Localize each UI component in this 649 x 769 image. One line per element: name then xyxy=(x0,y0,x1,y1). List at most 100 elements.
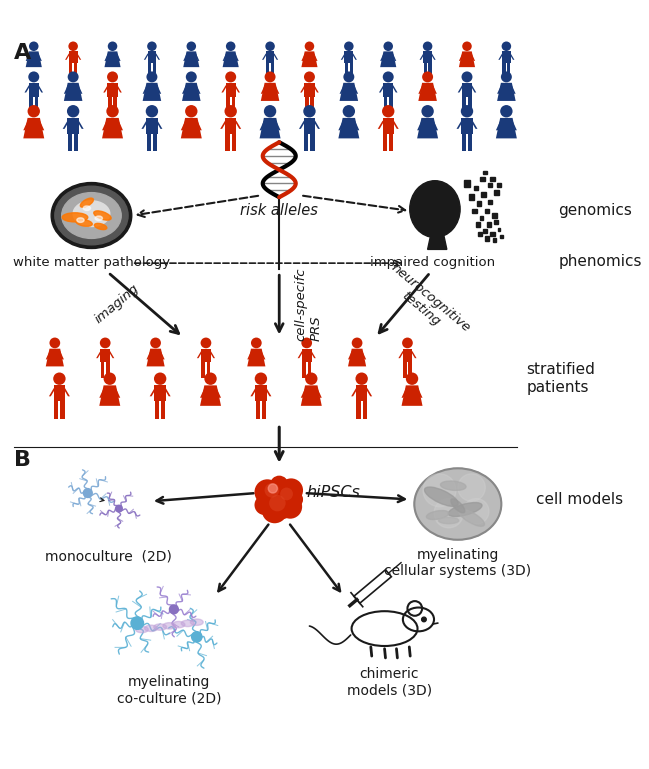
Polygon shape xyxy=(310,97,314,112)
Circle shape xyxy=(29,42,38,51)
Polygon shape xyxy=(305,97,309,112)
Circle shape xyxy=(270,476,288,494)
Polygon shape xyxy=(389,97,393,112)
Circle shape xyxy=(107,72,118,82)
Bar xyxy=(481,191,486,197)
Polygon shape xyxy=(69,52,77,64)
Polygon shape xyxy=(365,388,372,396)
Bar xyxy=(488,184,492,187)
Polygon shape xyxy=(302,362,306,378)
Polygon shape xyxy=(256,401,260,418)
Polygon shape xyxy=(310,351,316,358)
Polygon shape xyxy=(195,54,199,61)
Polygon shape xyxy=(339,85,345,94)
Polygon shape xyxy=(419,85,424,94)
Polygon shape xyxy=(65,54,70,60)
Polygon shape xyxy=(497,83,516,101)
Polygon shape xyxy=(195,85,201,94)
Polygon shape xyxy=(313,121,320,129)
Polygon shape xyxy=(419,54,424,60)
Circle shape xyxy=(384,42,393,51)
Polygon shape xyxy=(416,388,422,398)
Ellipse shape xyxy=(448,503,482,517)
Polygon shape xyxy=(108,83,117,97)
Polygon shape xyxy=(459,54,463,61)
Polygon shape xyxy=(77,85,82,94)
Text: imaging: imaging xyxy=(93,281,141,325)
Polygon shape xyxy=(49,388,56,396)
Polygon shape xyxy=(34,97,38,112)
Polygon shape xyxy=(265,52,275,64)
Ellipse shape xyxy=(62,192,121,238)
Polygon shape xyxy=(209,351,215,358)
Circle shape xyxy=(352,338,362,348)
Bar xyxy=(480,216,484,220)
Circle shape xyxy=(67,105,79,118)
Ellipse shape xyxy=(95,216,103,221)
Polygon shape xyxy=(353,121,360,130)
Text: impaired cognition: impaired cognition xyxy=(370,256,495,269)
Polygon shape xyxy=(234,121,241,129)
Bar xyxy=(476,222,480,227)
Circle shape xyxy=(269,495,286,511)
Polygon shape xyxy=(275,121,280,130)
Circle shape xyxy=(264,105,276,118)
Polygon shape xyxy=(498,54,504,60)
Polygon shape xyxy=(232,134,236,151)
Circle shape xyxy=(150,338,161,348)
Polygon shape xyxy=(64,83,82,101)
Polygon shape xyxy=(221,85,227,92)
Polygon shape xyxy=(383,134,387,151)
Polygon shape xyxy=(298,351,303,358)
Ellipse shape xyxy=(181,620,194,627)
Text: stratified
patients: stratified patients xyxy=(526,362,595,394)
Polygon shape xyxy=(102,118,123,138)
Bar xyxy=(464,180,470,187)
Polygon shape xyxy=(181,121,187,130)
Polygon shape xyxy=(261,85,266,94)
Circle shape xyxy=(304,42,314,51)
Polygon shape xyxy=(74,64,77,77)
Circle shape xyxy=(169,604,179,614)
Ellipse shape xyxy=(51,182,132,248)
Circle shape xyxy=(304,72,315,82)
Polygon shape xyxy=(26,54,31,61)
Polygon shape xyxy=(156,85,161,94)
Ellipse shape xyxy=(441,481,466,491)
Polygon shape xyxy=(432,121,438,130)
Text: risk alleles: risk alleles xyxy=(240,203,318,218)
Polygon shape xyxy=(348,351,353,359)
Circle shape xyxy=(461,72,472,82)
Polygon shape xyxy=(300,388,307,398)
Circle shape xyxy=(501,72,512,82)
Polygon shape xyxy=(147,52,156,64)
Polygon shape xyxy=(345,64,348,77)
Polygon shape xyxy=(108,351,114,358)
Ellipse shape xyxy=(83,206,91,211)
Ellipse shape xyxy=(145,625,158,631)
Polygon shape xyxy=(99,385,120,406)
Circle shape xyxy=(254,495,275,515)
Polygon shape xyxy=(223,54,227,61)
Circle shape xyxy=(406,372,418,385)
Polygon shape xyxy=(153,134,157,151)
Ellipse shape xyxy=(77,218,84,222)
Polygon shape xyxy=(351,388,358,396)
Circle shape xyxy=(186,72,197,82)
Polygon shape xyxy=(38,121,44,130)
Polygon shape xyxy=(341,54,346,60)
Polygon shape xyxy=(345,52,353,64)
Polygon shape xyxy=(60,401,65,418)
Polygon shape xyxy=(391,54,397,61)
Polygon shape xyxy=(143,85,148,94)
Bar xyxy=(492,213,496,218)
Polygon shape xyxy=(301,54,306,61)
Polygon shape xyxy=(234,54,239,61)
Circle shape xyxy=(147,72,158,82)
Polygon shape xyxy=(147,351,152,359)
Circle shape xyxy=(422,72,433,82)
Polygon shape xyxy=(509,54,515,60)
Ellipse shape xyxy=(172,621,185,628)
Polygon shape xyxy=(350,64,353,77)
Circle shape xyxy=(383,72,394,82)
